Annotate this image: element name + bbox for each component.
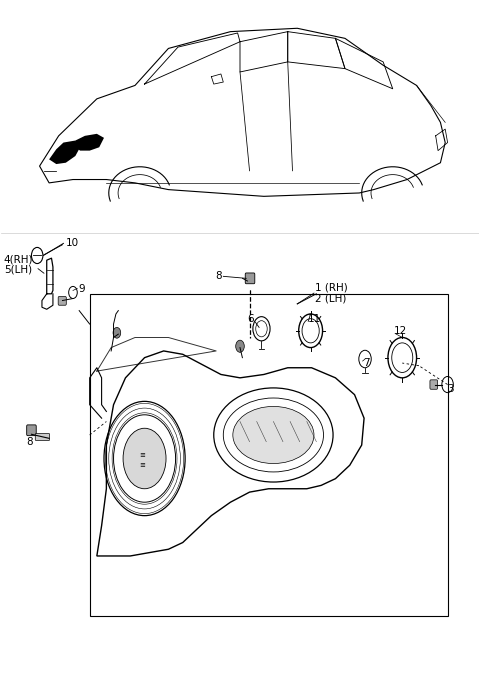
Text: 3: 3 bbox=[447, 383, 454, 394]
FancyBboxPatch shape bbox=[27, 425, 36, 435]
Polygon shape bbox=[75, 134, 104, 151]
Bar bbox=[90, 294, 447, 616]
FancyBboxPatch shape bbox=[58, 296, 66, 305]
Circle shape bbox=[123, 428, 166, 489]
Ellipse shape bbox=[233, 406, 314, 464]
Text: 5(LH): 5(LH) bbox=[4, 265, 32, 275]
FancyBboxPatch shape bbox=[35, 433, 49, 440]
FancyBboxPatch shape bbox=[245, 273, 255, 284]
Text: 11: 11 bbox=[308, 315, 322, 325]
Text: 8: 8 bbox=[27, 437, 33, 447]
Text: 1 (RH): 1 (RH) bbox=[315, 283, 348, 293]
Circle shape bbox=[113, 327, 120, 338]
Text: 9: 9 bbox=[79, 284, 85, 294]
Text: 7: 7 bbox=[363, 358, 370, 368]
Text: 4(RH): 4(RH) bbox=[4, 254, 33, 265]
Text: 8: 8 bbox=[215, 271, 222, 281]
Circle shape bbox=[236, 340, 244, 352]
Text: 12: 12 bbox=[394, 326, 407, 335]
Text: 6: 6 bbox=[248, 315, 254, 325]
FancyBboxPatch shape bbox=[430, 380, 438, 389]
Polygon shape bbox=[49, 140, 80, 164]
Text: 10: 10 bbox=[66, 238, 79, 248]
Text: 2 (LH): 2 (LH) bbox=[315, 294, 347, 304]
Text: ≡: ≡ bbox=[139, 452, 145, 458]
Text: ≡: ≡ bbox=[139, 462, 145, 468]
